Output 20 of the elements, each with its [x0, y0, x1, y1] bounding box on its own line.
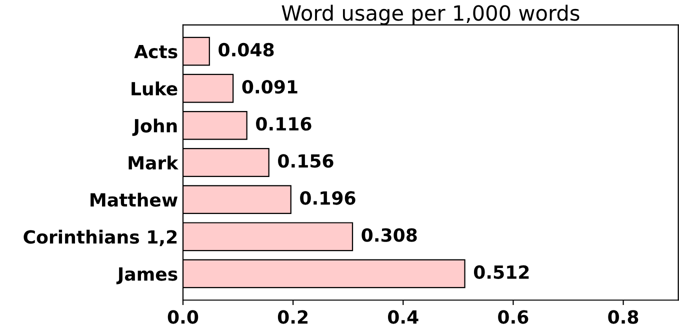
x-tick-label: 0.2	[278, 310, 308, 324]
y-tick-label: James	[116, 267, 178, 284]
x-tick-label: 0.8	[608, 310, 638, 324]
y-tick-label: Corinthians 1,2	[24, 230, 177, 246]
y-tick-label: Mark	[128, 156, 178, 170]
data-label: 0.048	[218, 42, 274, 57]
y-tick-label: Acts	[134, 45, 178, 58]
data-label: 0.116	[256, 117, 312, 131]
chart-title: Word usage per 1,000 words	[282, 4, 580, 25]
data-label: 0.512	[474, 265, 529, 279]
data-label: 0.196	[300, 191, 356, 205]
y-tick-label: John	[132, 118, 177, 136]
y-tick-label: Luke	[132, 82, 178, 96]
data-label: 0.308	[362, 228, 417, 242]
data-label: 0.156	[278, 154, 334, 168]
y-tick-label: Matthew	[90, 192, 178, 207]
x-tick-label: 0.4	[388, 310, 418, 324]
x-tick-label: 0.6	[498, 310, 528, 324]
data-label: 0.091	[242, 80, 298, 94]
x-tick-label: 0.0	[168, 310, 198, 324]
